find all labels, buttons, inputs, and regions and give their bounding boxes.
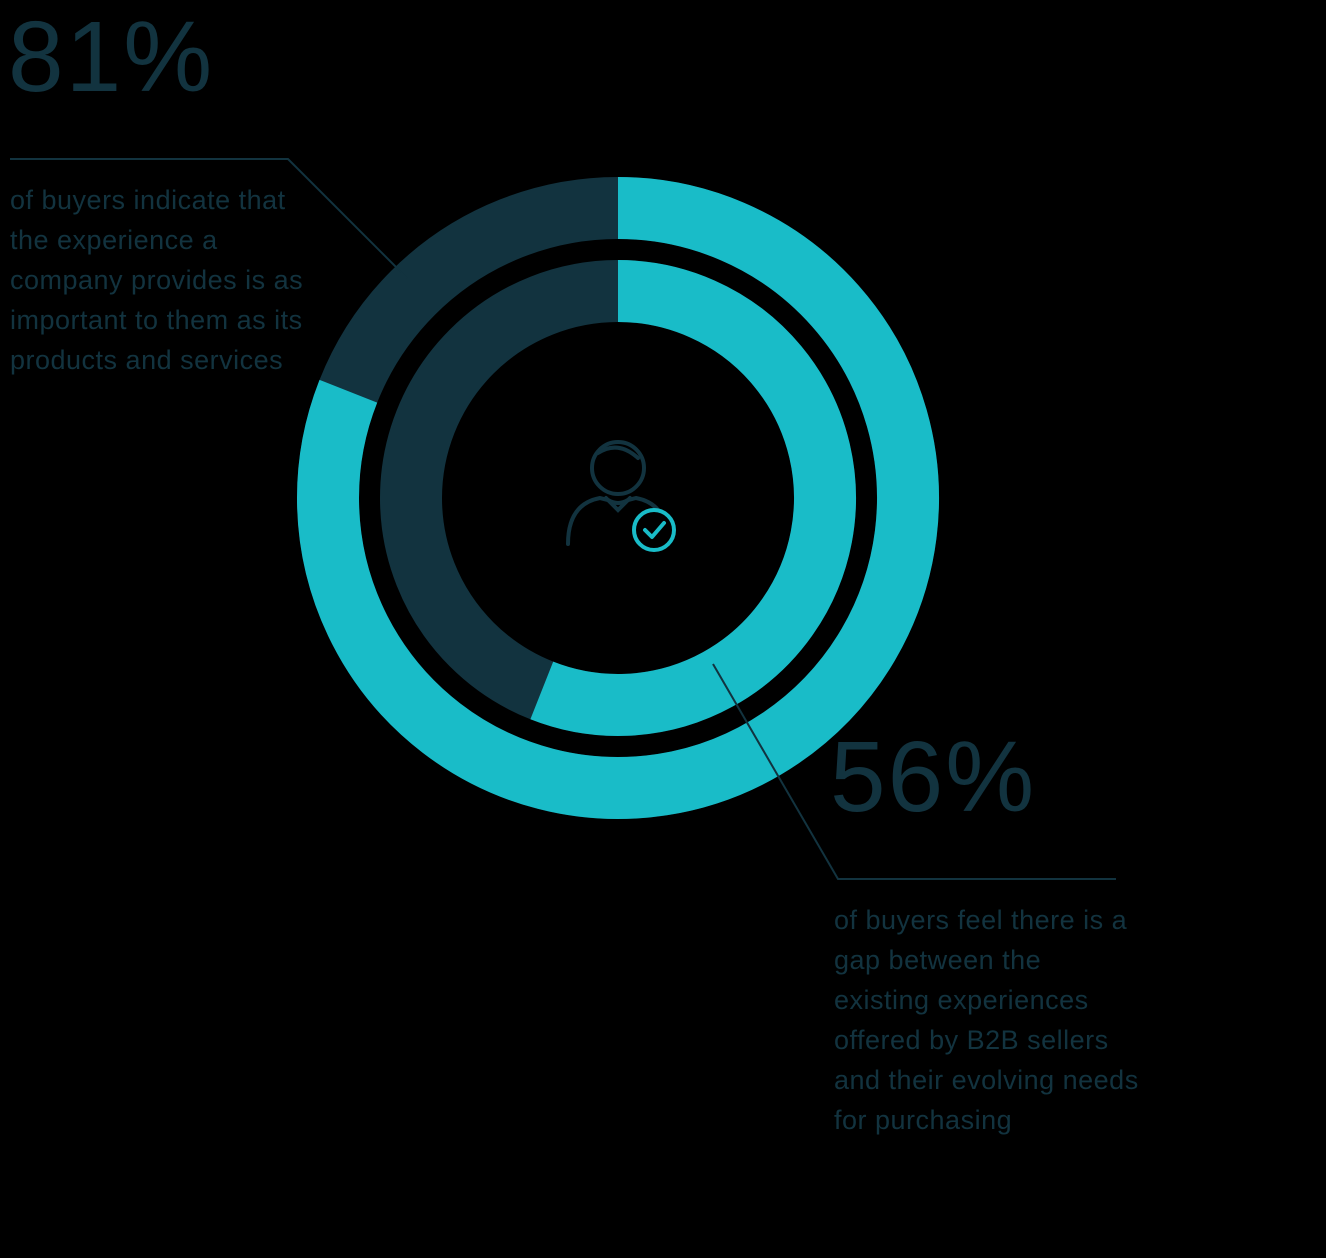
stat-left-value: 81% [8,0,308,115]
stat-right-desc: of buyers feel there is a gap between th… [834,900,1144,1140]
person-check-icon [568,442,674,550]
stat-left-desc: of buyers indicate that the experience a… [10,180,310,380]
stat-right-value: 56% [830,720,1130,835]
